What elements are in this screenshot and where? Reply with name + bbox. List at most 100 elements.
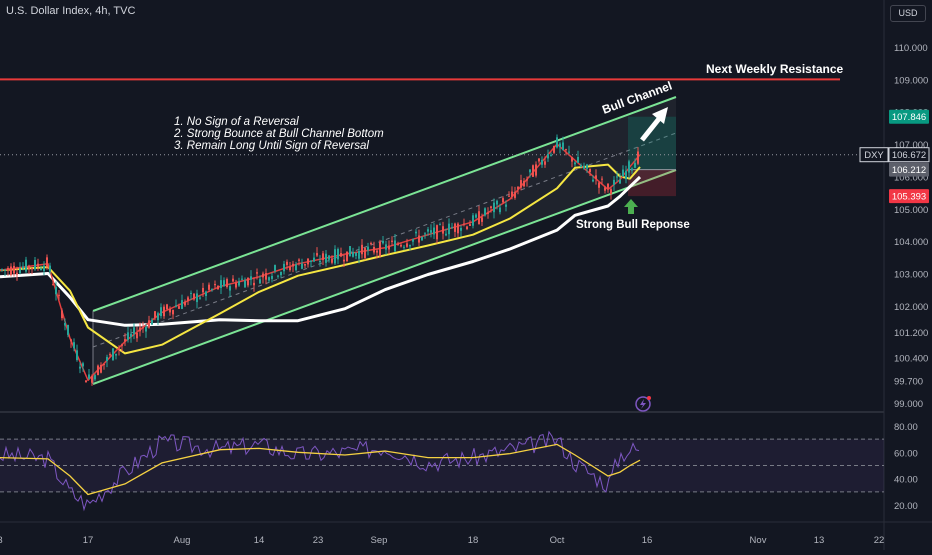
annotation-point-1: 1. No Sign of a Reversal [174,116,299,128]
notification-dot [647,396,651,400]
candle-body [148,320,150,328]
candle-body [193,293,195,300]
candle-body [286,261,288,265]
candle-body [553,145,555,153]
rsi-tick-label: 40.00 [894,475,918,486]
candle-body [589,168,591,173]
rsi-tick-label: 20.00 [894,501,918,512]
time-tick-label: 13 [814,535,825,546]
price-tick-label: 109.000 [894,75,928,86]
candle-body [478,211,480,225]
candle-body [157,313,159,321]
candle-body [622,169,624,177]
candle-body [634,163,636,168]
candle-body [211,289,213,291]
time-tick-label: 23 [313,535,324,546]
candle-body [295,264,297,271]
candle-body [571,157,573,162]
candle-body [415,231,417,234]
candle-body [28,265,30,269]
candle-body [502,198,504,203]
candle-body [625,170,627,180]
channel-lower-line[interactable] [92,169,677,385]
price-tick-label: 107.000 [894,140,928,151]
symbol-tag-bg [859,147,889,163]
price-tick-label: 100.400 [894,354,928,365]
candle-body [523,180,525,187]
candle-body [385,244,387,250]
candle-body [349,246,351,257]
candle-body [226,279,228,288]
price-tick-label: 110.000 [894,43,928,54]
candle-body [439,224,441,226]
entry-price-tag: 106.212 [892,165,926,176]
candle-body [451,227,453,229]
price-tick-label: 104.000 [894,237,928,248]
candle-body [301,263,303,269]
candle-body [214,283,216,286]
candle-body [199,297,201,299]
candle-body [316,253,318,256]
channel-upper-line[interactable] [92,96,677,312]
candles-group [1,134,639,386]
bull-response-label: Strong Bull Reponse [576,219,690,231]
candle-body [373,246,375,253]
candle-body [13,265,15,274]
candle-body [142,327,144,329]
target-price-tag-bg [889,109,929,124]
candle-body [631,168,633,171]
price-tick-label: 105.000 [894,205,928,216]
candle-body [325,253,327,263]
candle-body [556,137,558,148]
time-tick-label: 3 [0,535,3,546]
candle-body [361,244,363,255]
candle-body [454,223,456,232]
candle-body [121,344,123,346]
candle-body [85,380,87,383]
candle-body [145,326,147,332]
candle-body [355,252,357,256]
candle-body [412,239,414,242]
candle-body [628,161,630,173]
candle-body [253,282,255,286]
rsi-ma-line [0,443,641,496]
candle-body [427,229,429,232]
candle-body [187,297,189,301]
candle-body [103,363,105,365]
candle-body [7,267,9,271]
candle-body [409,245,411,247]
candle-body [34,259,36,270]
candle-body [337,249,339,260]
channel-fill [93,97,676,384]
candle-body [595,175,597,179]
candle-body [382,240,384,244]
candle-body [313,257,315,262]
candle-body [529,169,531,173]
stop-price-tag-bg [889,189,929,204]
candle-body [445,233,447,236]
time-tick-label: 17 [83,535,94,546]
candle-body [112,348,114,361]
candle-body [76,350,78,361]
candle-body [457,223,459,234]
candle-body [559,143,561,148]
candle-body [460,227,462,231]
candle-body [202,287,204,293]
price-tick-label: 102.000 [894,302,928,313]
time-tick-label: 22 [874,535,885,546]
lightning-icon[interactable] [635,396,651,412]
candle-body [535,164,537,176]
candle-body [289,267,291,271]
price-tick-label: 106.000 [894,172,928,183]
candle-body [421,236,423,241]
candle-body [388,245,390,250]
currency-button[interactable]: USD [890,5,926,22]
candle-body [499,207,501,213]
candle-body [568,151,570,153]
candle-body [4,269,6,271]
candle-body [613,179,615,185]
candle-body [637,151,639,164]
candle-body [190,292,192,294]
